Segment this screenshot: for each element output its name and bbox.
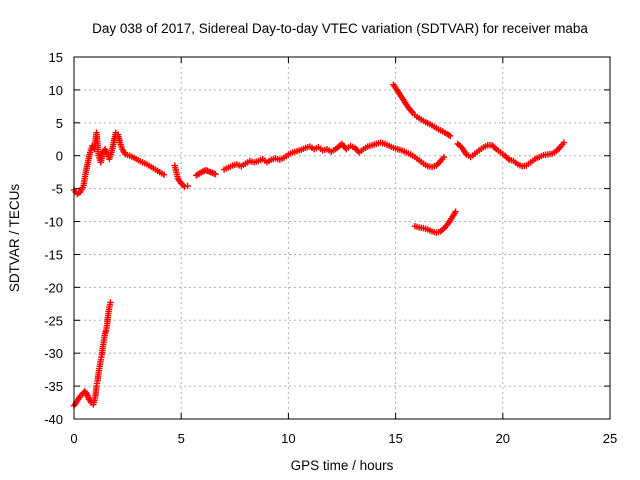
- y-tick-label: 15: [49, 50, 63, 65]
- data-point: [440, 225, 447, 232]
- y-axis-label: SDTVAR / TECUs: [7, 184, 22, 293]
- y-tick-label: -40: [44, 412, 63, 427]
- data-point: [504, 155, 512, 162]
- y-tick-label: -5: [51, 182, 63, 197]
- data-point: [184, 182, 191, 190]
- data-point: [212, 170, 219, 178]
- y-tick-label: -20: [44, 280, 63, 295]
- data-point: [447, 132, 454, 140]
- data-point: [491, 144, 499, 152]
- grid: [74, 57, 610, 419]
- trace-high-branch: [390, 81, 454, 140]
- data-point: [452, 208, 459, 215]
- y-tick-label: 5: [56, 116, 63, 131]
- x-tick-label: 15: [388, 431, 402, 446]
- data-point: [107, 299, 114, 306]
- data-point: [440, 153, 448, 161]
- y-tick-label: -30: [44, 346, 63, 361]
- trace-deep-start: [70, 299, 114, 410]
- x-tick-label: 5: [178, 431, 185, 446]
- y-tick-label: -15: [44, 247, 63, 262]
- data-marks: [70, 81, 568, 410]
- x-tick-label: 25: [603, 431, 617, 446]
- y-tick-label: -10: [44, 215, 63, 230]
- data-point: [160, 171, 168, 179]
- data-point: [408, 108, 415, 115]
- y-tick-label: 10: [49, 83, 63, 98]
- y-tick-label: -25: [44, 313, 63, 328]
- trace-low-branch: [411, 208, 459, 236]
- data-point: [560, 139, 568, 146]
- x-tick-label: 0: [70, 431, 77, 446]
- x-axis-label: GPS time / hours: [291, 458, 394, 473]
- chart-title: Day 038 of 2017, Sidereal Day-to-day VTE…: [92, 21, 588, 36]
- plot-frame: [73, 56, 611, 420]
- y-tick-label: 0: [56, 149, 63, 164]
- y-tick-label: -35: [44, 379, 63, 394]
- axis-ticks: 0 5 10 15 20 25 -40 -35 -30 -25 -20 -15 -10 -5 0 5 10 15: [44, 50, 617, 446]
- x-tick-label: 10: [281, 431, 295, 446]
- x-tick-label: 20: [496, 431, 510, 446]
- trace-main: [70, 129, 568, 198]
